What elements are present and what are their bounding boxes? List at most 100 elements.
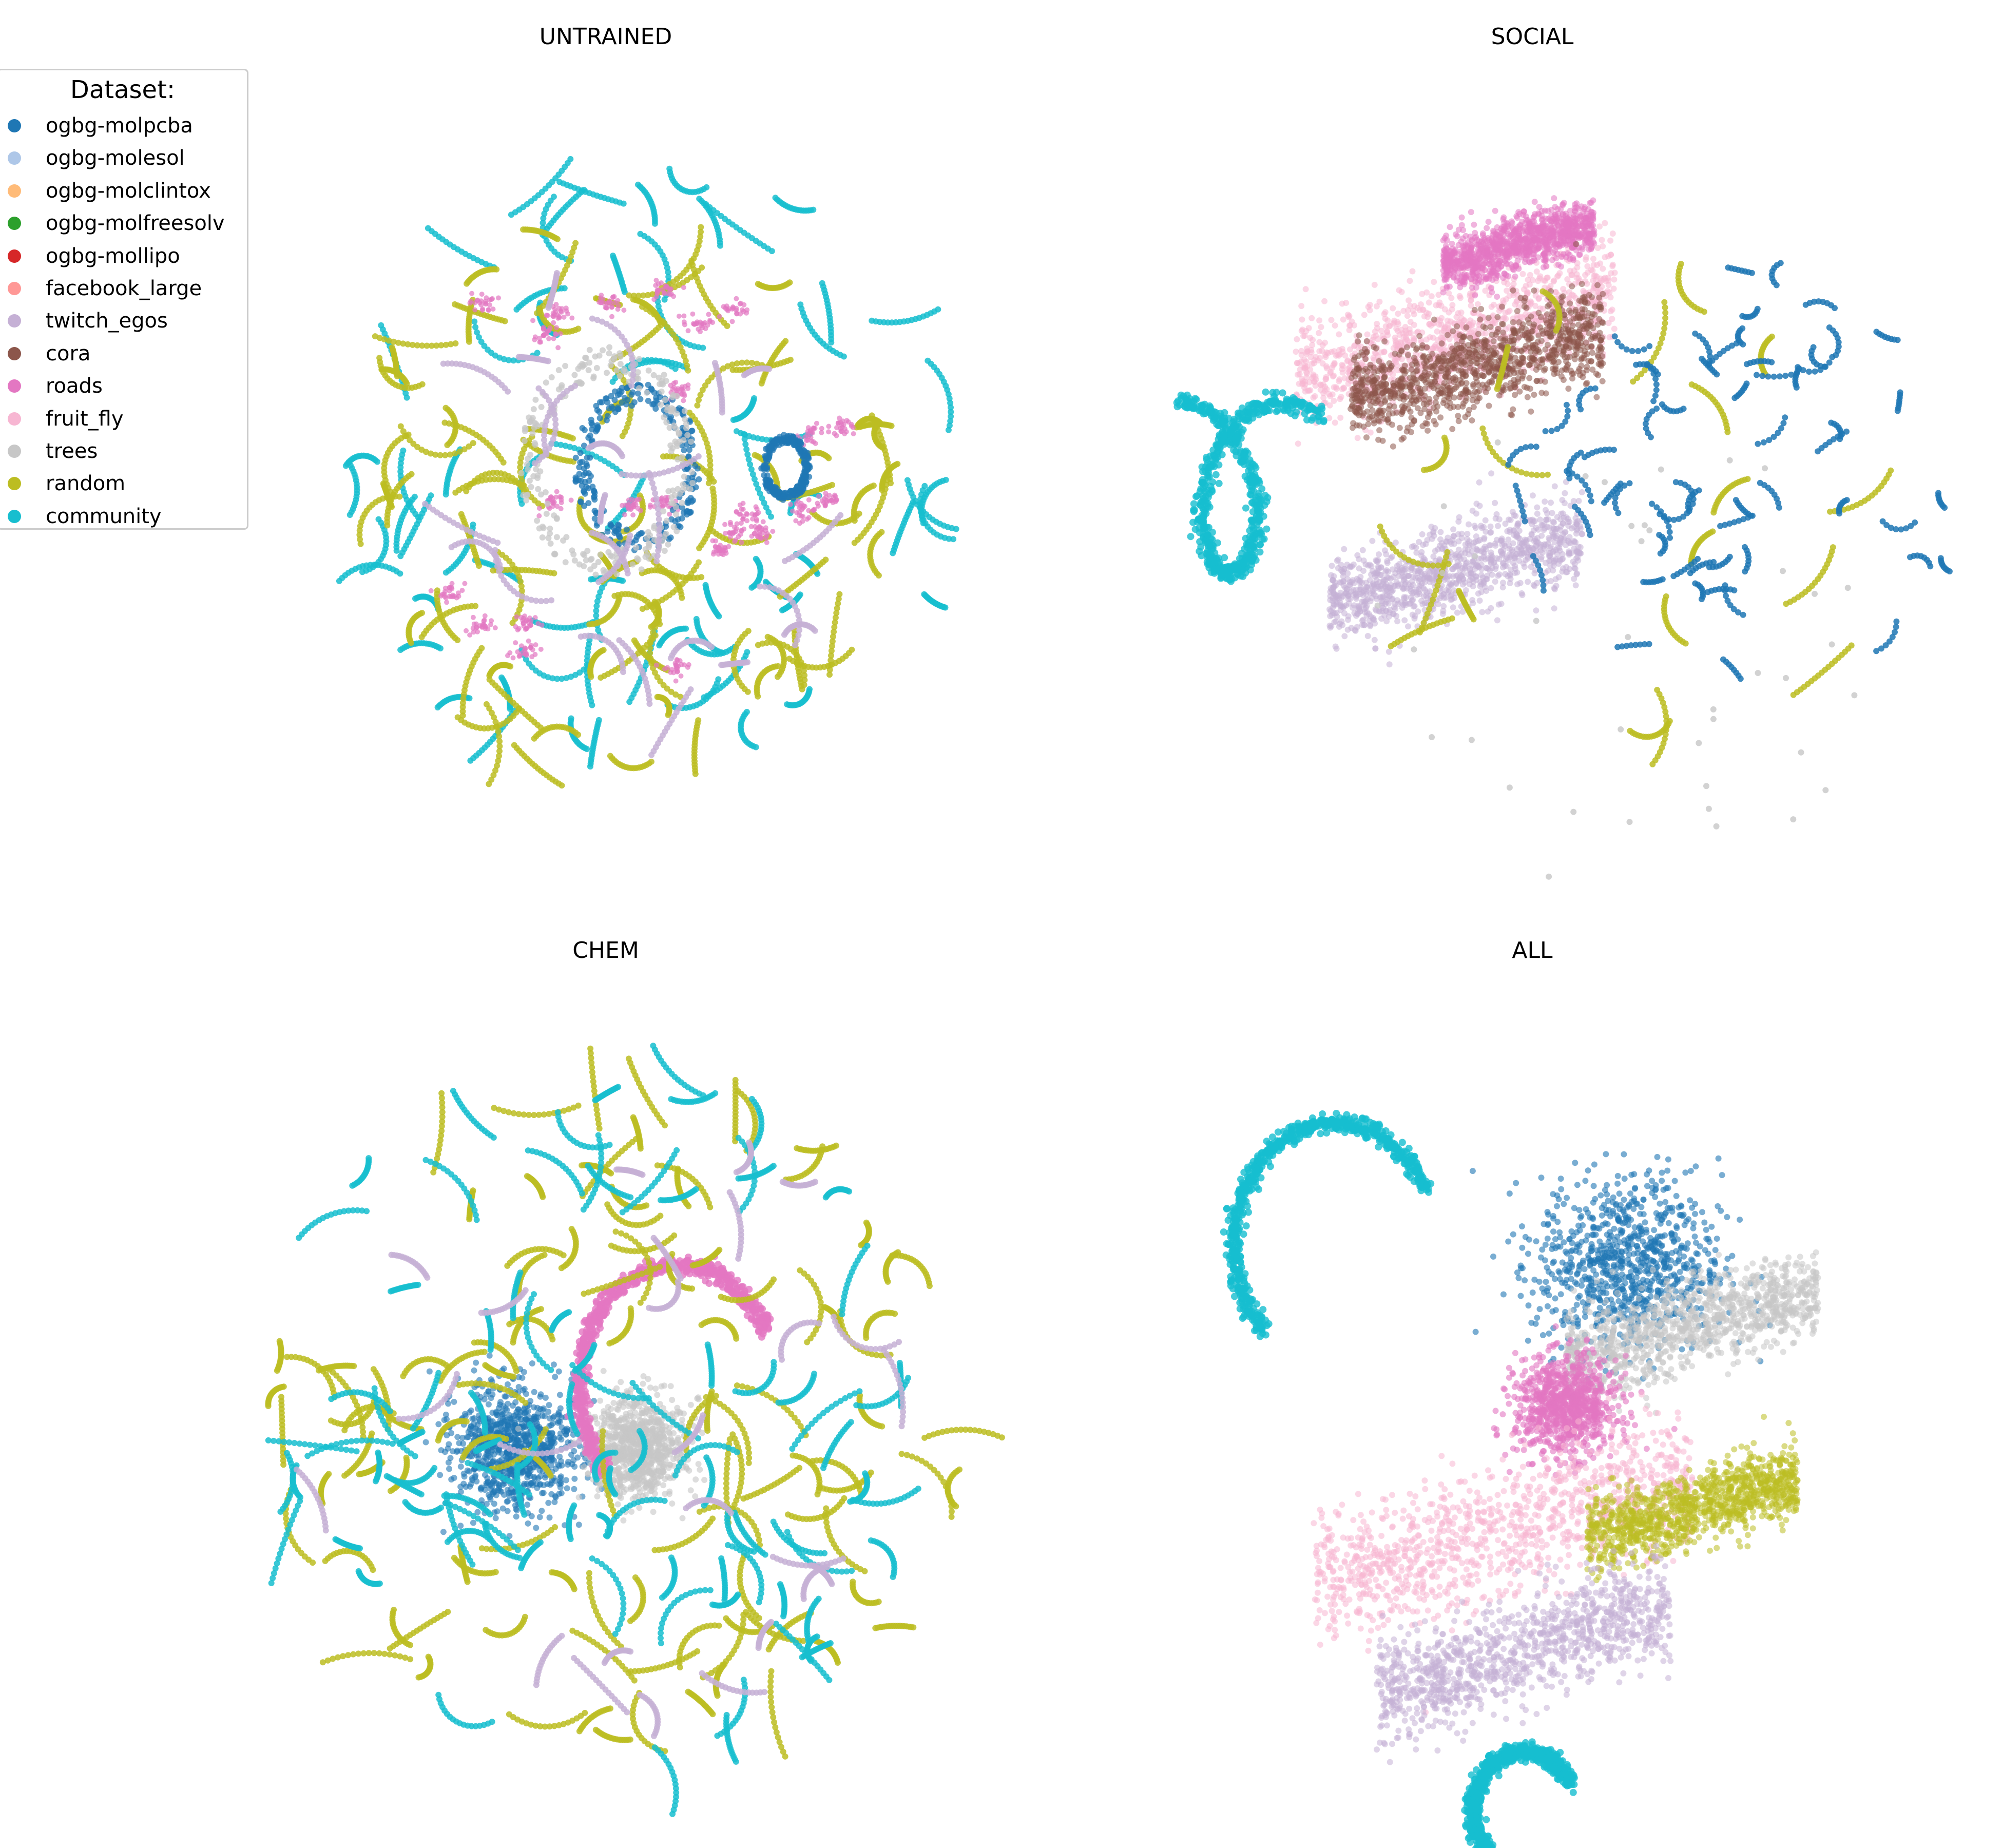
scatter-point bbox=[668, 655, 674, 661]
scatter-point bbox=[537, 506, 542, 511]
scatter-point bbox=[758, 535, 763, 540]
scatter-point bbox=[336, 578, 342, 584]
scatter-point bbox=[1374, 303, 1380, 310]
scatter-point bbox=[347, 512, 353, 518]
scatter-point bbox=[734, 428, 740, 434]
scatter-point bbox=[699, 264, 705, 271]
scatter-point bbox=[661, 414, 667, 420]
scatter-point bbox=[617, 373, 623, 379]
scatter-point bbox=[434, 587, 440, 593]
scatter-point bbox=[734, 311, 739, 316]
scatter-point bbox=[790, 509, 795, 514]
panel-title-social: SOCIAL bbox=[1491, 24, 1574, 50]
scatter-point bbox=[622, 512, 627, 517]
scatter-point bbox=[564, 305, 569, 311]
scatter-point bbox=[682, 408, 688, 414]
scatter-point bbox=[849, 422, 854, 427]
scatter-point bbox=[679, 673, 684, 679]
scatter-point bbox=[659, 389, 665, 395]
scatter-point bbox=[485, 626, 490, 631]
scatter-point bbox=[829, 482, 835, 488]
scatter-point bbox=[684, 508, 690, 514]
scatter-point bbox=[696, 196, 702, 202]
scatter-point bbox=[529, 643, 534, 648]
scatter-point bbox=[450, 594, 455, 599]
scatter-point bbox=[713, 545, 718, 550]
scatter-point bbox=[766, 448, 773, 454]
scatter-point bbox=[545, 313, 550, 318]
scatter-point bbox=[562, 285, 568, 292]
scatter-point bbox=[616, 594, 622, 601]
scatter-point bbox=[471, 615, 476, 620]
scatter-point bbox=[626, 497, 631, 503]
scatter-point bbox=[555, 345, 561, 350]
scatter-point bbox=[598, 552, 604, 558]
scatter-point bbox=[592, 572, 599, 578]
scatter-point bbox=[537, 724, 544, 730]
scatter-point bbox=[378, 322, 384, 329]
scatter-point bbox=[522, 624, 527, 629]
scatter-point bbox=[676, 405, 682, 411]
scatter-point bbox=[771, 441, 777, 447]
scatter-point bbox=[513, 640, 518, 645]
scatter-point bbox=[745, 628, 752, 634]
scatter-point bbox=[741, 302, 746, 307]
scatter-point bbox=[449, 585, 454, 590]
scatter-point bbox=[733, 537, 738, 543]
scatter-point bbox=[491, 306, 496, 312]
scatter-point bbox=[646, 701, 652, 707]
scatter-point bbox=[671, 422, 677, 429]
scatter-point bbox=[787, 488, 794, 494]
scatter-point bbox=[556, 367, 562, 373]
scatter-point bbox=[606, 301, 611, 306]
scatter-point bbox=[628, 382, 634, 389]
scatter-point bbox=[563, 559, 569, 565]
scatter-point bbox=[711, 549, 717, 554]
scatter-point bbox=[493, 625, 498, 630]
panel-social: SOCIAL bbox=[1173, 24, 1953, 880]
scatter-point bbox=[471, 318, 477, 324]
scatter-point bbox=[551, 512, 557, 518]
scatter-point bbox=[605, 413, 611, 419]
scatter-point bbox=[637, 231, 643, 237]
scatter-point bbox=[696, 476, 702, 483]
scatter-point bbox=[575, 365, 581, 372]
scatter-point bbox=[889, 423, 895, 429]
scatter-point bbox=[1368, 430, 1374, 436]
scatter-point bbox=[576, 562, 583, 568]
scatter-point bbox=[532, 442, 538, 448]
scatter-point bbox=[586, 445, 592, 451]
scatter-point bbox=[471, 629, 476, 634]
scatter-point bbox=[742, 436, 748, 442]
scatter-point bbox=[578, 450, 584, 456]
scatter-point bbox=[616, 303, 621, 308]
scatter-point bbox=[584, 746, 590, 752]
scatter-point bbox=[594, 427, 600, 433]
scatter-point bbox=[826, 424, 831, 429]
scatter-point bbox=[532, 460, 538, 466]
scatter-point bbox=[904, 477, 911, 484]
scatter-point bbox=[409, 471, 415, 477]
scatter-point bbox=[665, 488, 671, 494]
scatter-point bbox=[507, 706, 513, 712]
scatter-point bbox=[464, 628, 469, 633]
scatter-point bbox=[753, 556, 759, 562]
scatter-point bbox=[781, 438, 787, 445]
scatter-point bbox=[630, 372, 637, 378]
scatter-point bbox=[472, 622, 477, 627]
scatter-point bbox=[757, 530, 762, 535]
scatter-point bbox=[1411, 322, 1417, 328]
scatter-point bbox=[838, 420, 843, 425]
scatter-point bbox=[753, 512, 758, 517]
scatter-point bbox=[478, 645, 485, 651]
scatter-point bbox=[559, 500, 564, 505]
scatter-point bbox=[562, 315, 567, 320]
scatter-point bbox=[793, 518, 798, 524]
scatter-point bbox=[798, 439, 804, 446]
scatter-point bbox=[712, 360, 718, 366]
scatter-point bbox=[443, 491, 449, 497]
scatter-point bbox=[476, 563, 482, 569]
scatter-point bbox=[596, 717, 602, 723]
scatter-point bbox=[552, 551, 558, 557]
